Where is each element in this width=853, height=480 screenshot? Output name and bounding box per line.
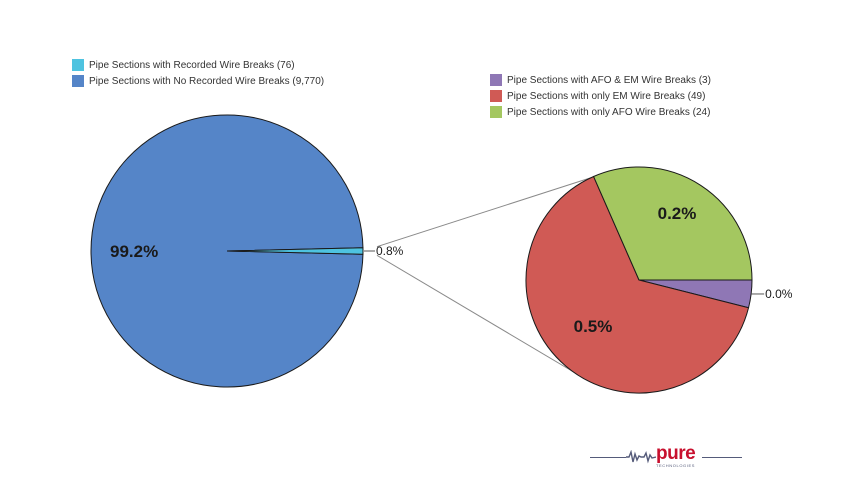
legend-label: Pipe Sections with No Recorded Wire Brea…	[89, 75, 325, 87]
logo-line-right	[702, 457, 742, 458]
logo-subtext: TECHNOLOGIES	[656, 463, 695, 468]
legend-item-em-wire-breaks: Pipe Sections with only EM Wire Breaks (…	[490, 88, 711, 104]
company-logo: pure TECHNOLOGIES	[590, 443, 742, 474]
breakout-connector-lines	[376, 177, 592, 383]
logo-line-left	[590, 457, 626, 458]
legend-swatch	[490, 74, 502, 86]
legend-item-afo-em-wire-breaks: Pipe Sections with AFO & EM Wire Breaks …	[490, 72, 711, 88]
legend-label: Pipe Sections with AFO & EM Wire Breaks …	[507, 74, 711, 86]
data-label-recorded-wire-breaks: 0.8%	[376, 244, 404, 258]
data-label-no-recorded-wire-breaks: 99.2%	[110, 242, 158, 261]
pie-slice-pipe-sections-with-only-em-wire-breaks	[525, 175, 750, 394]
legend-swatch	[490, 106, 502, 118]
legend-item-no-recorded-wire-breaks: Pipe Sections with No Recorded Wire Brea…	[72, 73, 324, 89]
data-label-afo-em-wire-breaks: 0.0%	[765, 287, 793, 301]
legend-swatch	[490, 90, 502, 102]
pie-slice-pipe-sections-with-only-afo-wire-breaks	[592, 166, 753, 281]
legend-label: Pipe Sections with only AFO Wire Breaks …	[507, 106, 711, 118]
pie-slice-pipe-sections-with-no-recorded-wire-breaks	[90, 114, 364, 388]
legend-swatch	[72, 59, 84, 71]
logo-wave-icon	[626, 450, 656, 464]
pie-slice-pipe-sections-with-recorded-wire-breaks	[226, 247, 364, 255]
pie-labels: 99.2% 0.8% 0.2% 0.5% 0.0%	[110, 204, 793, 336]
legend-item-afo-wire-breaks: Pipe Sections with only AFO Wire Breaks …	[490, 104, 711, 120]
main-pie-legend: Pipe Sections with Recorded Wire Breaks …	[72, 57, 324, 89]
legend-swatch	[72, 75, 84, 87]
connector-line-bottom	[376, 254, 592, 383]
legend-label: Pipe Sections with Recorded Wire Breaks …	[89, 59, 295, 71]
breakout-pie-legend: Pipe Sections with AFO & EM Wire Breaks …	[490, 72, 711, 120]
main-pie-chart	[90, 114, 364, 388]
data-label-afo-wire-breaks: 0.2%	[658, 204, 697, 223]
legend-label: Pipe Sections with only EM Wire Breaks (…	[507, 90, 706, 102]
logo-text: pure	[656, 443, 696, 464]
connector-line-top	[376, 177, 592, 248]
legend-item-recorded-wire-breaks: Pipe Sections with Recorded Wire Breaks …	[72, 57, 324, 73]
data-label-em-wire-breaks: 0.5%	[574, 317, 613, 336]
breakout-pie-chart	[525, 166, 753, 394]
